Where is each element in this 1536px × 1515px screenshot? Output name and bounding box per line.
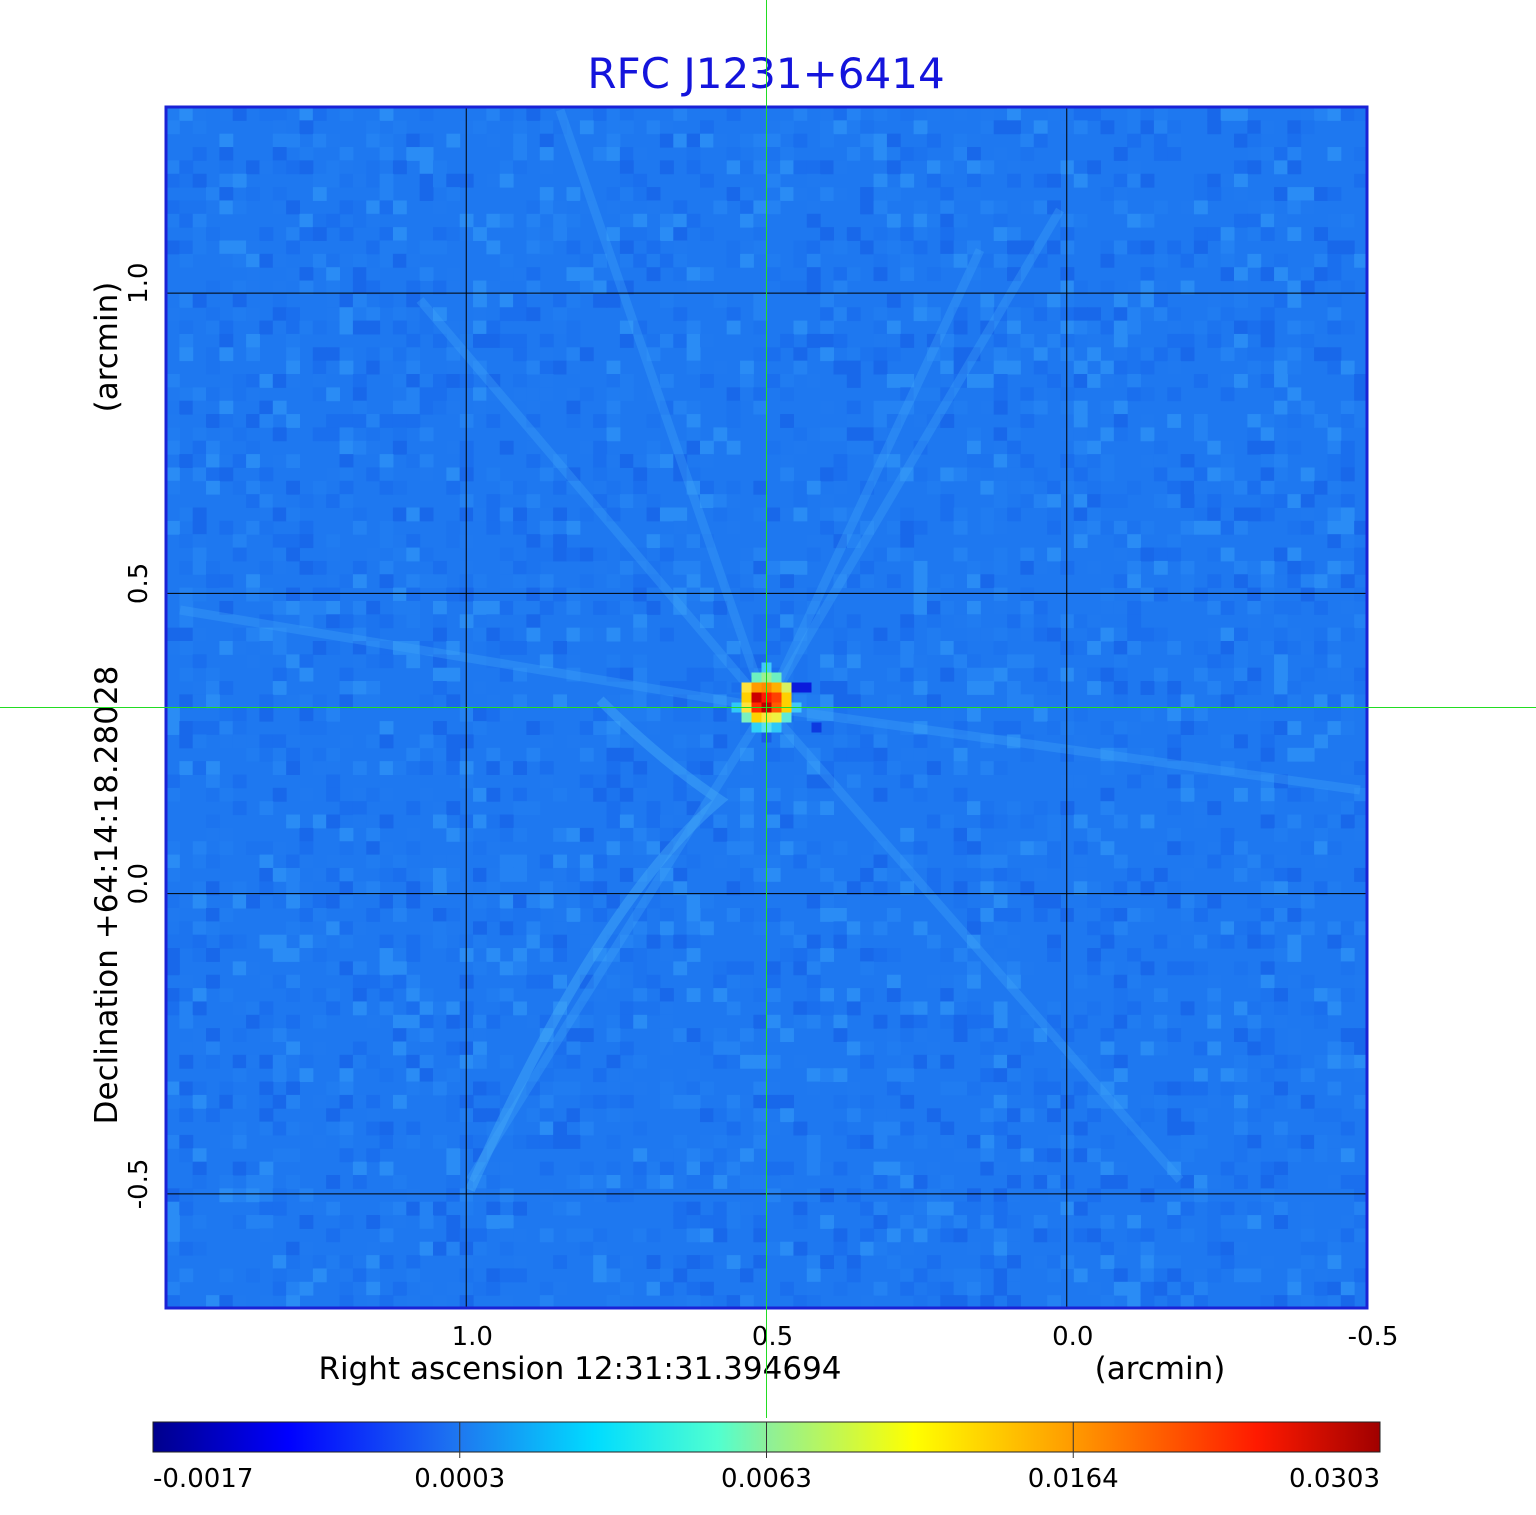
y-axis-label: Declination +64:14:18.28028 xyxy=(89,666,125,1125)
x-tick-label: 0.0 xyxy=(1052,1322,1093,1352)
x-tick-label: -0.5 xyxy=(1348,1322,1399,1352)
streak xyxy=(763,704,1184,1183)
x-tick-label: 0.5 xyxy=(752,1322,793,1352)
streak xyxy=(466,705,771,1183)
crosshair xyxy=(0,0,1536,1418)
source-pixel xyxy=(771,682,782,693)
streak xyxy=(765,703,1361,795)
source-pixel xyxy=(771,672,782,683)
y-tick-label: 0.0 xyxy=(124,863,154,904)
y-tick-label: 0.5 xyxy=(124,563,154,604)
streak xyxy=(555,108,771,709)
source-pixel xyxy=(771,692,782,703)
x-axis-unit: (arcmin) xyxy=(1095,1351,1226,1387)
y-tick-label: -0.5 xyxy=(124,1159,154,1210)
source-pixel xyxy=(771,712,782,723)
sidelobe-streaks xyxy=(179,108,1361,1193)
x-axis-label: Right ascension 12:31:31.394694 xyxy=(318,1351,841,1387)
source-pixel xyxy=(781,712,792,723)
y-axis-ticks: 1.0 0.5 0.0 -0.5 xyxy=(124,262,154,1209)
streak xyxy=(179,605,768,712)
y-tick-label: 1.0 xyxy=(124,262,154,303)
source-pixel xyxy=(801,682,812,693)
source-pixel xyxy=(771,722,782,733)
colorbar-tick-label: 0.0003 xyxy=(414,1464,505,1494)
source-pixel xyxy=(791,682,802,693)
source-pixel xyxy=(731,682,742,693)
y-axis-unit: (arcmin) xyxy=(89,282,125,413)
colorbar-ticks: -0.0017 0.0003 0.0063 0.0164 0.0303 xyxy=(153,1422,1380,1494)
source-pixel xyxy=(741,692,752,703)
source-pixel xyxy=(741,712,752,723)
source-pixel xyxy=(751,672,762,683)
source-pixel xyxy=(751,692,762,703)
x-axis-ticks: 1.0 0.5 0.0 -0.5 xyxy=(452,1322,1399,1352)
noise-texture xyxy=(166,107,1367,1308)
streak-arc xyxy=(465,696,729,1193)
source-pixel xyxy=(751,682,762,693)
colorbar-tick-label: 0.0303 xyxy=(1289,1464,1380,1494)
source-pixel xyxy=(781,692,792,703)
source-pixel xyxy=(781,682,792,693)
streak xyxy=(416,297,770,711)
source-pixel xyxy=(741,682,752,693)
colorbar-tick-label: 0.0063 xyxy=(721,1464,812,1494)
colorbar-tick-label: -0.0017 xyxy=(153,1464,253,1494)
source-pixel xyxy=(751,712,762,723)
streak xyxy=(762,248,985,710)
colorbar: -0.0017 0.0003 0.0063 0.0164 0.0303 xyxy=(152,1421,1381,1494)
source-pixel xyxy=(811,722,822,733)
x-tick-label: 1.0 xyxy=(452,1322,493,1352)
colorbar-tick-label: 0.0164 xyxy=(1028,1464,1119,1494)
source-pixel xyxy=(751,722,762,733)
